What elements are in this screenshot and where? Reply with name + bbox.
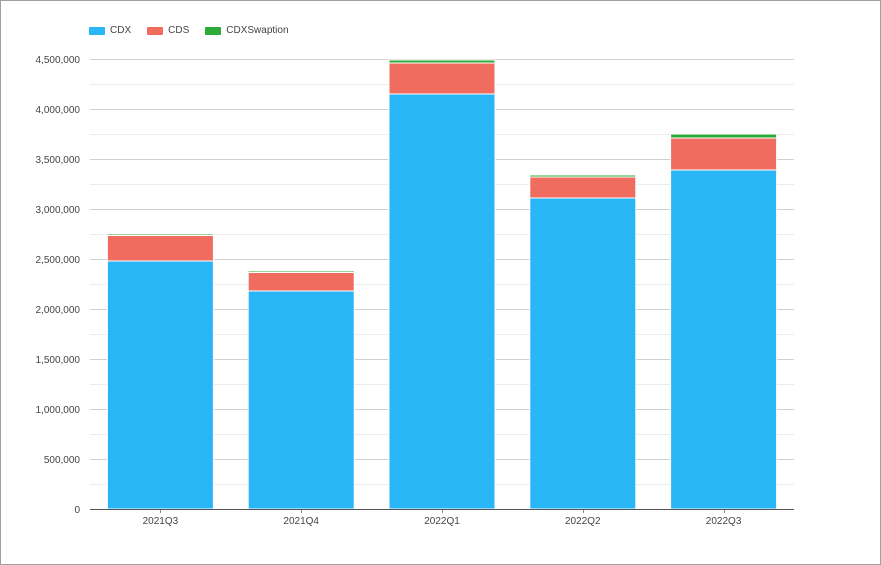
bar-cdxswaption-2022q3 — [670, 133, 778, 139]
bar-cdx-2022q3 — [670, 169, 778, 510]
bar-cds-2021q3 — [106, 235, 214, 262]
legend-swatch — [89, 26, 105, 35]
bar-cdx-2022q2 — [529, 197, 637, 510]
bar-cds-2022q2 — [529, 176, 637, 199]
y-tick-label: 4,500,000 — [36, 55, 81, 66]
x-tick-label: 2021Q4 — [283, 516, 319, 527]
x-tick-label: 2022Q1 — [424, 516, 460, 527]
y-tick-label: 3,500,000 — [36, 155, 81, 166]
bars — [106, 59, 778, 510]
x-tick-label: 2022Q2 — [565, 516, 601, 527]
bar-cdxswaption-2022q1 — [388, 59, 496, 64]
bar-cdxswaption-2021q3 — [106, 233, 214, 236]
bar-cdx-2021q3 — [106, 260, 214, 510]
bar-cds-2021q4 — [247, 272, 355, 292]
legend-item-cds[interactable]: CDS — [147, 25, 189, 36]
legend-label: CDS — [168, 25, 190, 36]
bar-cds-2022q1 — [388, 62, 496, 95]
legend-item-cdxswaption[interactable]: CDXSwaption — [205, 25, 289, 36]
y-tick-label: 1,500,000 — [36, 355, 81, 366]
y-tick-label: 1,000,000 — [36, 405, 81, 416]
y-tick-label: 4,000,000 — [36, 105, 81, 116]
y-tick-label: 0 — [74, 505, 80, 516]
x-tick-label: 2022Q3 — [706, 516, 742, 527]
legend: CDX CDS CDXSwaption — [89, 25, 289, 36]
y-tick-label: 3,000,000 — [36, 205, 81, 216]
bar-cdxswaption-2022q2 — [529, 174, 637, 178]
legend-swatch — [147, 26, 164, 35]
bar-cdx-2022q1 — [388, 93, 496, 510]
legend-label: CDXSwaption — [226, 25, 289, 36]
x-tick-label: 2021Q3 — [143, 516, 179, 527]
bar-cdxswaption-2021q4 — [247, 270, 355, 273]
legend-swatch — [205, 26, 222, 35]
bar-cdx-2021q4 — [247, 290, 355, 510]
y-tick-label: 500,000 — [44, 455, 81, 466]
y-tick-label: 2,000,000 — [36, 305, 81, 316]
legend-item-cdx[interactable]: CDX — [89, 25, 131, 36]
legend-label: CDX — [110, 25, 132, 36]
bar-cds-2022q3 — [670, 137, 778, 171]
y-tick-label: 2,500,000 — [36, 255, 81, 266]
